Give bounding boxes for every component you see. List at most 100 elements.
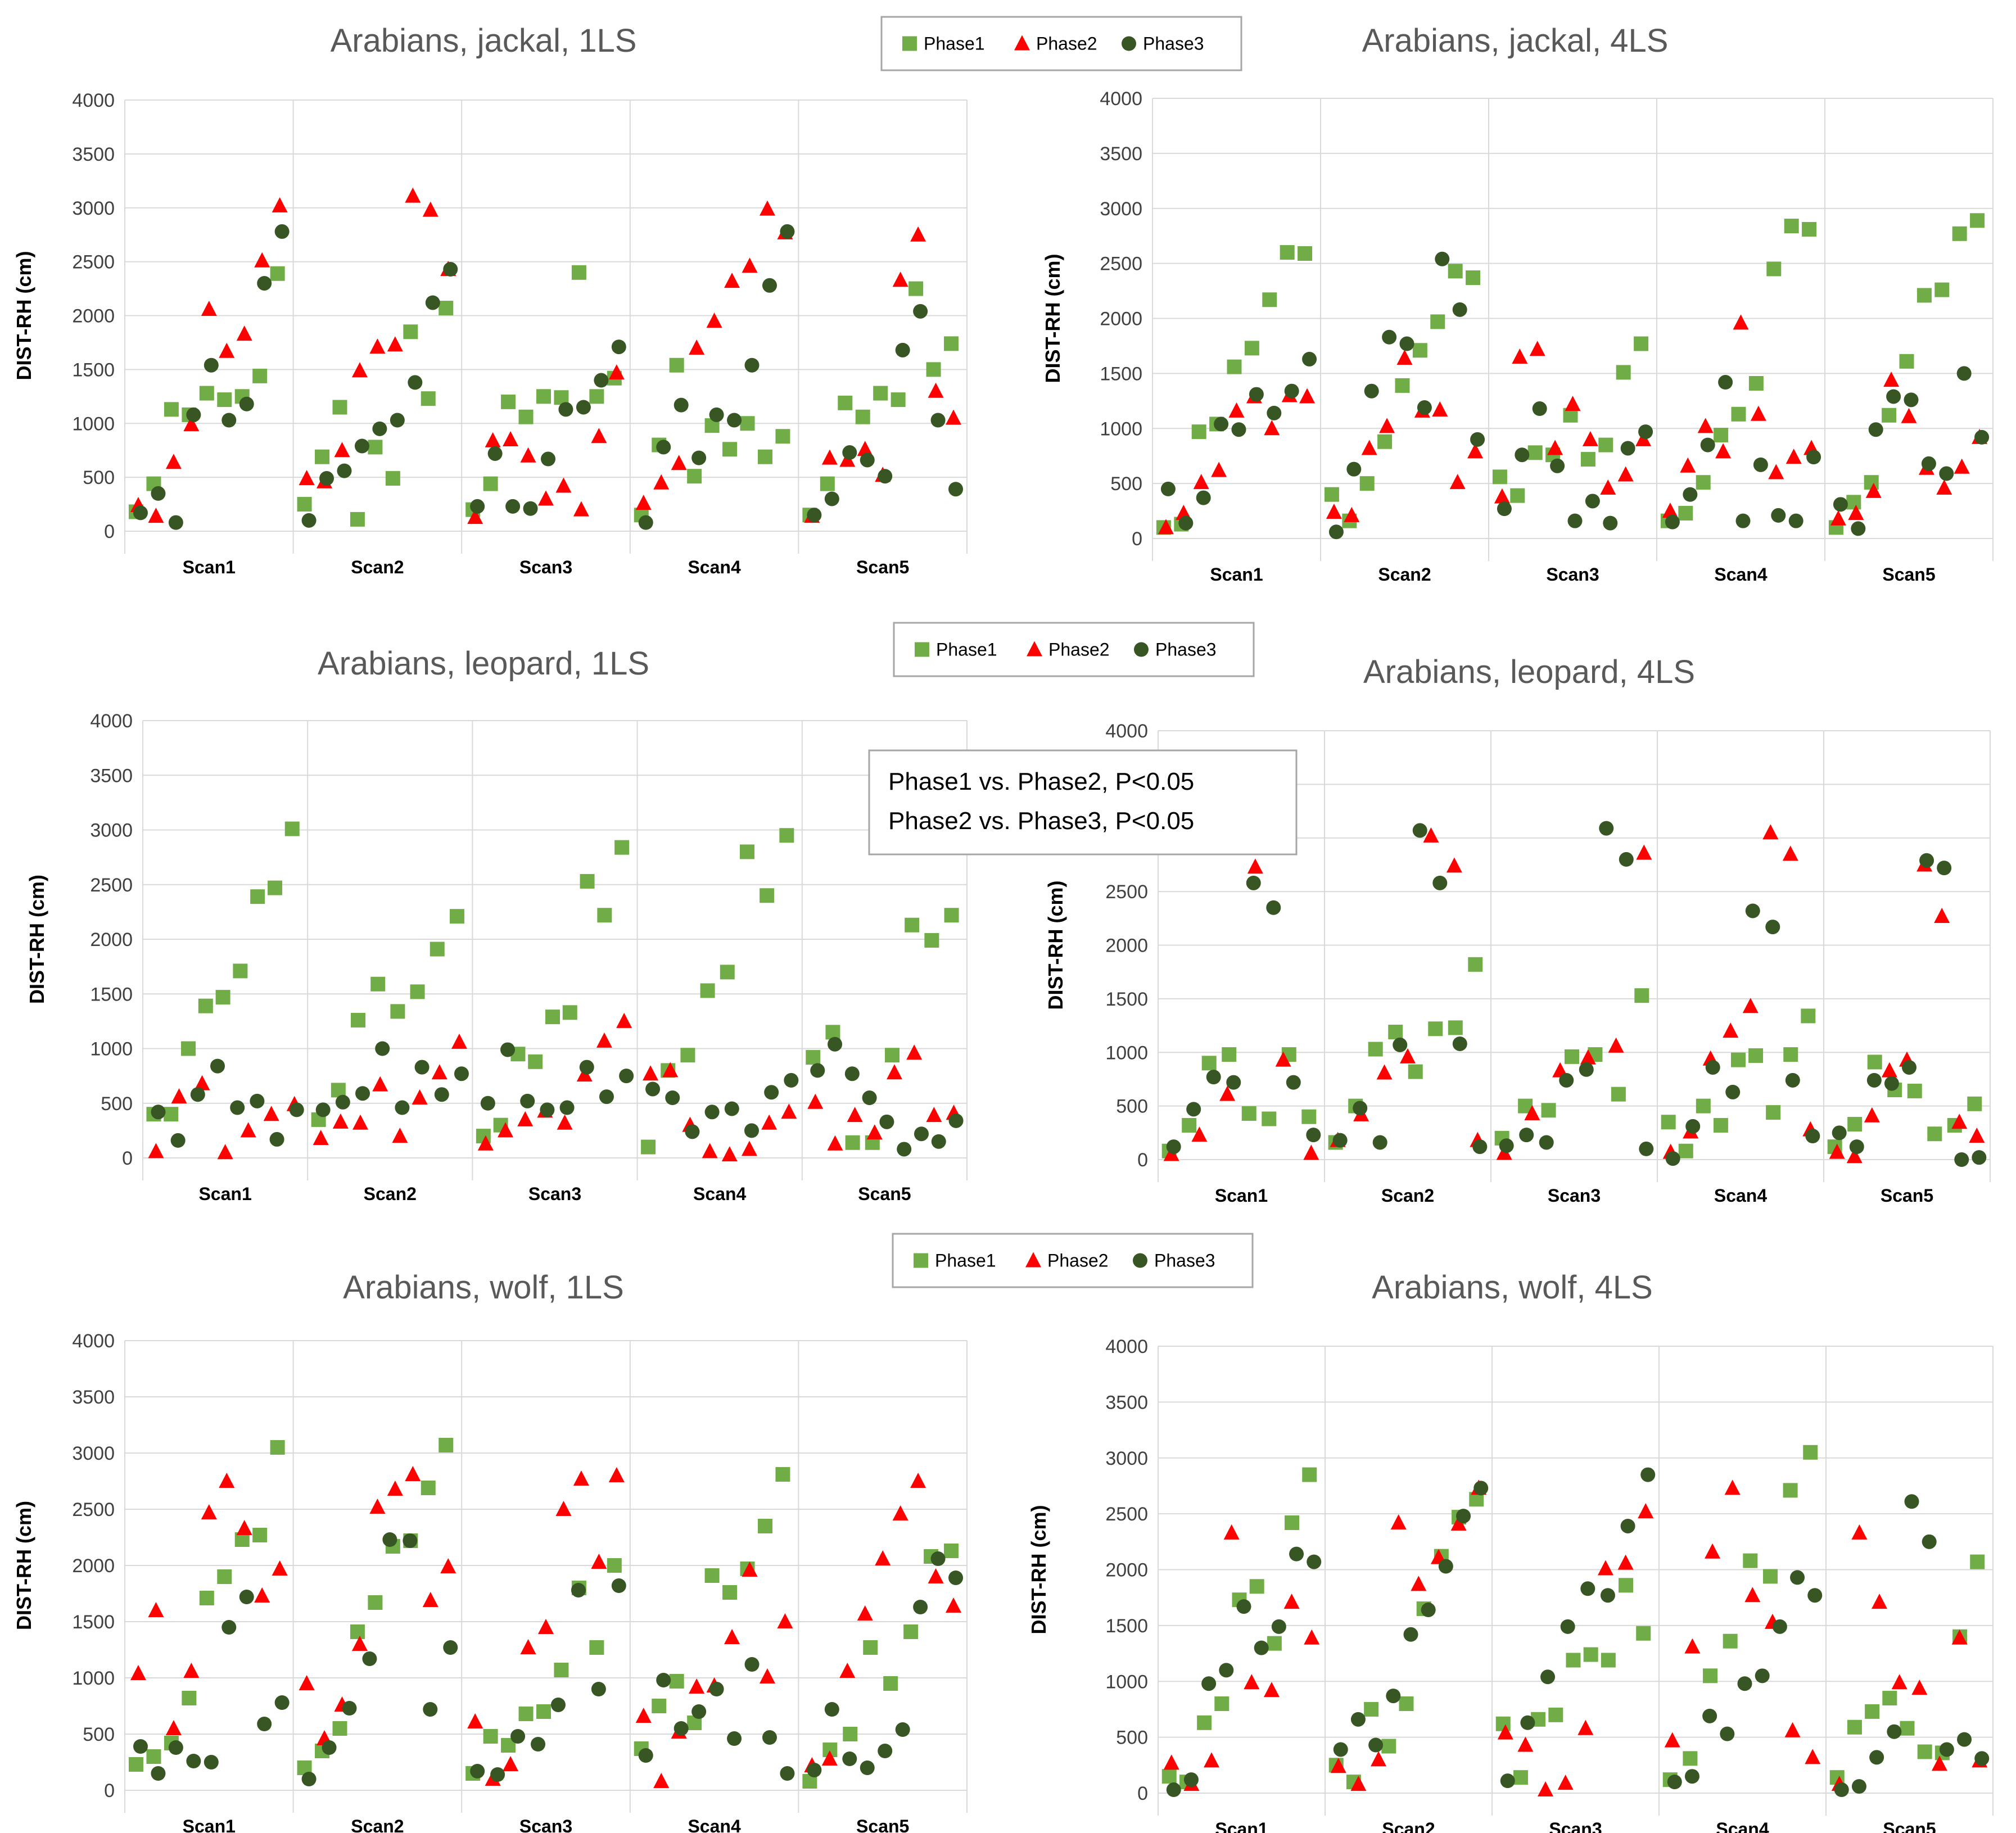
category-label-scan4: Scan4	[688, 557, 740, 577]
point-phase1	[1865, 1704, 1880, 1719]
point-phase3	[895, 1722, 910, 1737]
point-phase3	[239, 1590, 254, 1604]
point-phase2	[1684, 1638, 1701, 1654]
point-phase2	[538, 1619, 554, 1634]
y-tick-label: 0	[1137, 1783, 1148, 1804]
point-phase1	[704, 1568, 720, 1583]
point-phase3	[1307, 1554, 1322, 1569]
point-phase3	[1246, 875, 1261, 890]
point-phase3	[579, 1060, 594, 1075]
point-phase2	[1204, 1752, 1220, 1768]
point-phase2	[1805, 1749, 1821, 1764]
point-phase2	[721, 1146, 738, 1162]
legend-marker-phase1	[914, 1253, 928, 1268]
point-phase1	[944, 336, 959, 351]
point-phase3	[948, 1571, 964, 1585]
point-phase1	[215, 990, 230, 1005]
point-phase2	[1350, 1776, 1367, 1791]
point-phase3	[1579, 1062, 1594, 1077]
point-phase3	[638, 515, 653, 530]
point-phase3	[1772, 1619, 1787, 1634]
point-phase3	[1745, 903, 1760, 918]
point-phase1	[1634, 988, 1649, 1003]
point-phase2	[886, 1064, 902, 1080]
point-phase3	[230, 1100, 245, 1115]
point-phase3	[762, 1730, 777, 1745]
point-phase2	[906, 1044, 923, 1060]
point-phase1	[607, 1558, 622, 1573]
point-phase1	[199, 386, 214, 401]
point-phase3	[948, 1113, 964, 1128]
point-phase3	[824, 1702, 839, 1717]
point-phase1	[1743, 1553, 1758, 1568]
point-phase2	[1891, 1674, 1907, 1690]
point-phase1	[1513, 1770, 1528, 1785]
point-phase1	[1161, 1769, 1177, 1784]
point-phase3	[1364, 383, 1379, 399]
point-phase2	[148, 508, 164, 523]
point-phase1	[924, 933, 939, 948]
point-phase3	[1954, 1152, 1969, 1167]
point-phase2	[591, 428, 607, 443]
point-phase3	[913, 304, 928, 319]
point-phase1	[1395, 378, 1410, 393]
point-phase2	[1303, 1144, 1319, 1160]
legend-label-phase2: Phase2	[1047, 1251, 1109, 1271]
point-phase3	[1868, 422, 1883, 437]
point-phase1	[820, 476, 835, 491]
point-phase3	[1620, 441, 1635, 456]
significance-annotation: Phase1 vs. Phase2, P<0.05 Phase2 vs. Pha…	[868, 749, 1298, 856]
point-phase1	[439, 301, 454, 316]
point-phase2	[1565, 396, 1581, 411]
point-phase2	[1390, 1514, 1407, 1530]
point-phase3	[842, 1751, 857, 1766]
point-phase3	[1866, 1072, 1882, 1088]
point-phase3	[425, 295, 440, 310]
point-phase3	[1470, 432, 1485, 447]
point-phase3	[948, 482, 964, 497]
point-phase3	[1737, 1676, 1752, 1691]
legend-box	[893, 622, 1255, 677]
point-phase3	[1560, 1619, 1575, 1634]
point-phase3	[828, 1037, 843, 1052]
y-tick-label: 3500	[90, 765, 133, 786]
point-phase1	[1762, 1569, 1778, 1584]
category-label-scan4: Scan4	[1714, 1185, 1767, 1206]
point-phase2	[875, 1550, 891, 1565]
point-phase3	[1393, 1037, 1408, 1052]
point-phase2	[201, 1504, 217, 1519]
point-phase1	[199, 1591, 214, 1605]
point-phase3	[807, 1763, 822, 1777]
point-phase3	[1499, 1138, 1514, 1153]
y-axis-label: DIST-RH (cm)	[1041, 254, 1064, 383]
point-phase2	[332, 1113, 349, 1129]
point-phase3	[744, 1657, 760, 1672]
y-tick-label: 3000	[72, 1443, 115, 1464]
point-phase3	[204, 1755, 219, 1769]
point-phase3	[274, 224, 290, 239]
point-phase3	[1603, 515, 1618, 531]
point-phase3	[1887, 1724, 1902, 1739]
point-phase2	[1432, 401, 1448, 417]
point-phase1	[580, 873, 595, 889]
point-phase2	[422, 1592, 439, 1607]
point-phase1	[351, 1012, 366, 1028]
point-phase3	[1519, 1128, 1534, 1143]
point-phase1	[233, 963, 248, 979]
category-label-scan2: Scan2	[351, 1816, 404, 1833]
y-tick-label: 1000	[72, 413, 115, 435]
point-phase1	[883, 1676, 898, 1691]
point-phase1	[1766, 261, 1782, 277]
point-phase3	[704, 1105, 720, 1120]
point-phase2	[1275, 1051, 1291, 1067]
point-phase2	[1376, 1064, 1393, 1080]
y-tick-label: 0	[1137, 1149, 1148, 1171]
point-phase3	[322, 1740, 337, 1755]
point-phase1	[217, 392, 232, 408]
point-phase2	[1517, 1736, 1534, 1752]
point-phase2	[1371, 1751, 1387, 1767]
point-phase3	[337, 463, 352, 478]
point-phase1	[217, 1569, 232, 1584]
point-phase3	[1957, 1732, 1972, 1747]
